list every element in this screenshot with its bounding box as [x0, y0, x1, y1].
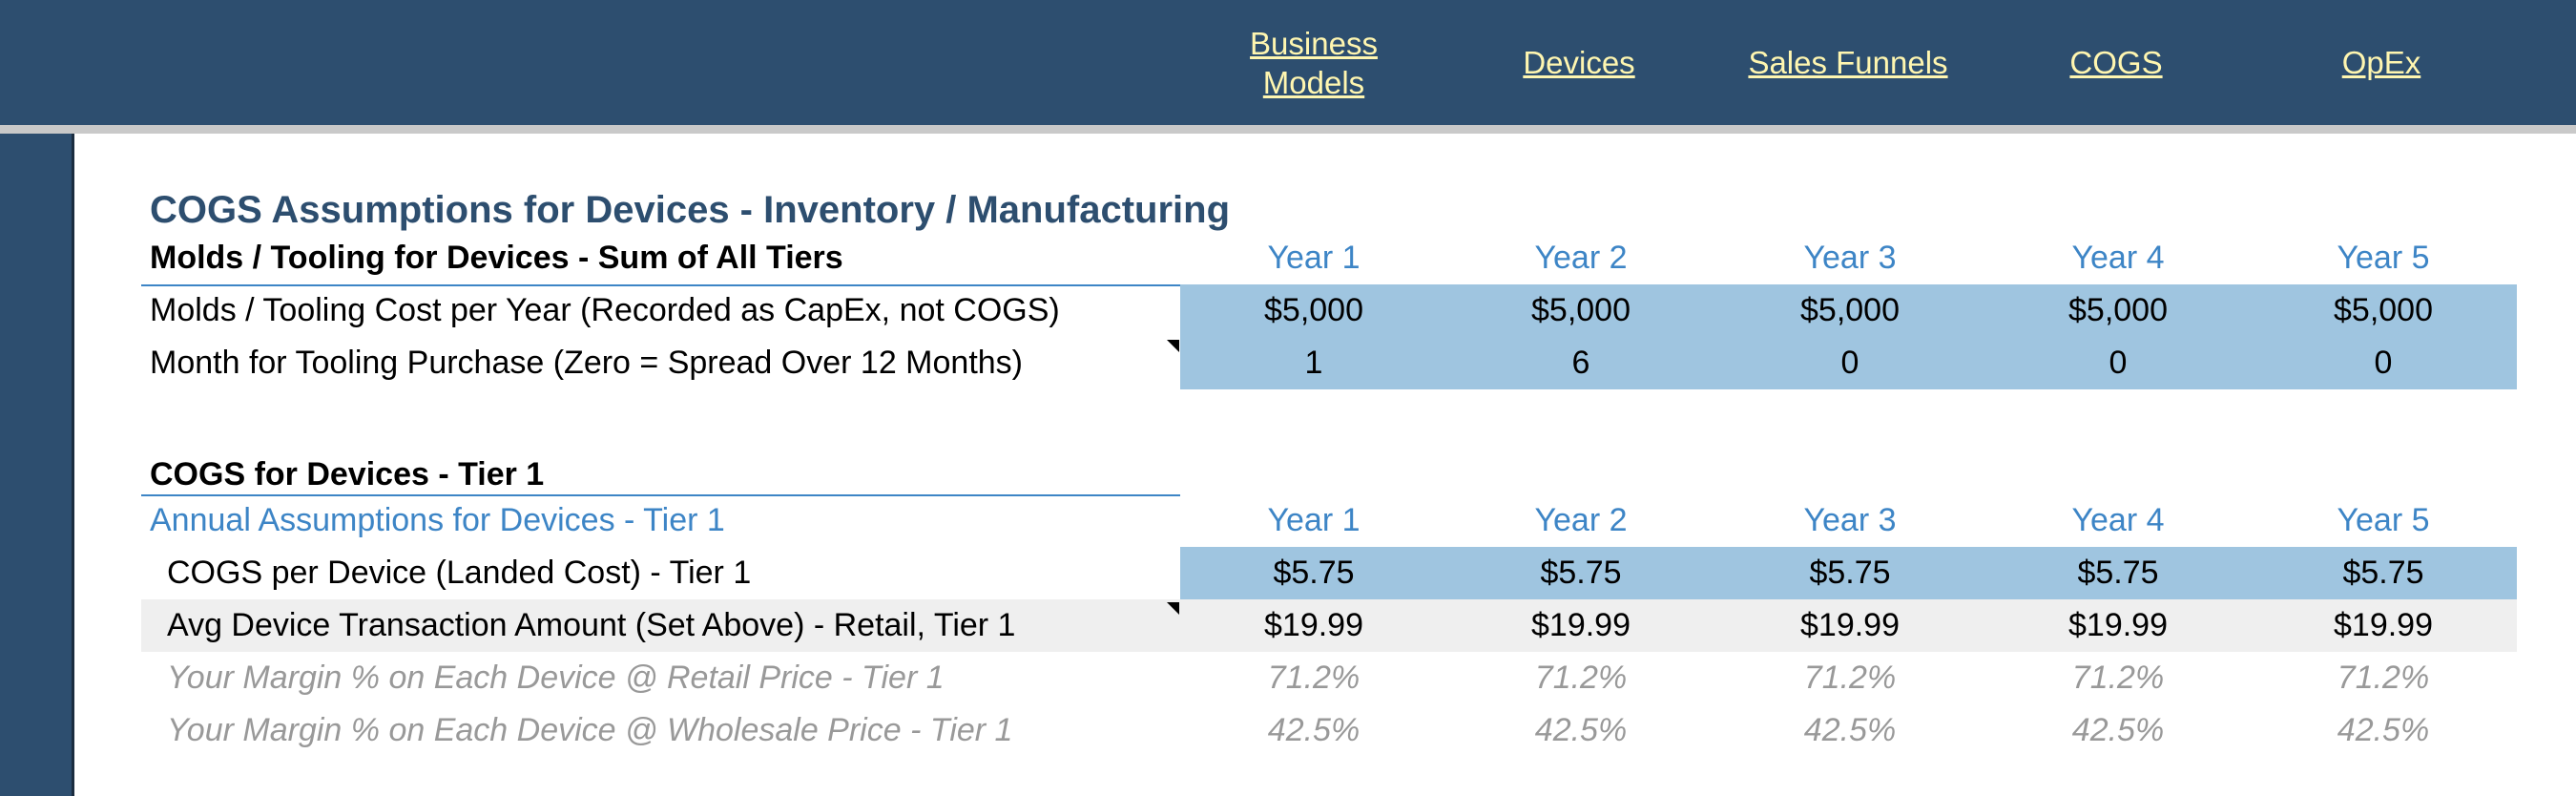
molds-heading-rule	[141, 284, 1180, 286]
tier1-year-1-header: Year 1	[1267, 502, 1361, 538]
nav-link-sales-funnels[interactable]: Sales Funnels	[1748, 45, 1948, 80]
input-cell[interactable]: 0	[2374, 345, 2393, 381]
row-label-avg-transaction: Avg Device Transaction Amount (Set Above…	[167, 607, 1016, 643]
nav-link-cogs[interactable]: COGS	[2069, 45, 2163, 80]
tier1-heading-rule	[141, 494, 1180, 496]
molds-year-1-header: Year 1	[1267, 240, 1361, 276]
molds-year-2-header: Year 2	[1534, 240, 1628, 276]
tier1-year-5-header: Year 5	[2337, 502, 2430, 538]
input-cell[interactable]: $5.75	[1540, 555, 1622, 591]
sidebar-strip	[0, 134, 72, 796]
input-cell[interactable]: 0	[1840, 345, 1859, 381]
input-cell[interactable]: $5,000	[1531, 292, 1631, 328]
header-divider	[0, 125, 2576, 134]
calc-cell[interactable]: 71.2%	[1803, 660, 1897, 696]
calc-cell[interactable]: 71.2%	[2071, 660, 2165, 696]
calc-cell[interactable]: 71.2%	[2337, 660, 2430, 696]
calc-cell[interactable]: 42.5%	[2071, 712, 2165, 748]
tier1-subheading-row: Annual Assumptions for Devices - Tier 1 …	[141, 494, 2517, 547]
calc-cell[interactable]: $19.99	[2068, 607, 2168, 643]
calc-cell[interactable]: $19.99	[1800, 607, 1900, 643]
molds-year-4-header: Year 4	[2071, 240, 2165, 276]
tier1-heading: COGS for Devices - Tier 1	[150, 456, 545, 492]
nav-link-devices[interactable]: Devices	[1523, 45, 1635, 80]
molds-heading: Molds / Tooling for Devices - Sum of All…	[150, 240, 843, 276]
cell-note-marker[interactable]	[1167, 340, 1179, 352]
cell-note-marker[interactable]	[1167, 602, 1179, 615]
table-row: Your Margin % on Each Device @ Retail Pr…	[141, 652, 2517, 704]
table-row: COGS per Device (Landed Cost) - Tier 1 $…	[141, 547, 2517, 599]
row-label-tooling-cost: Molds / Tooling Cost per Year (Recorded …	[150, 292, 1060, 328]
table-row: Your Margin % on Each Device @ Wholesale…	[141, 704, 2517, 757]
nav-link-opex[interactable]: OpEx	[2341, 45, 2421, 80]
input-cell[interactable]: $5.75	[1809, 555, 1891, 591]
tier1-year-2-header: Year 2	[1534, 502, 1628, 538]
tier1-year-3-header: Year 3	[1803, 502, 1897, 538]
section-title: COGS Assumptions for Devices - Inventory…	[150, 189, 1231, 231]
calc-cell[interactable]: 42.5%	[2337, 712, 2430, 748]
molds-year-3-header: Year 3	[1803, 240, 1897, 276]
input-cell[interactable]: 1	[1304, 345, 1323, 381]
nav-link-business-models[interactable]: Business Models	[1250, 25, 1378, 100]
tier1-heading-row: COGS for Devices - Tier 1	[141, 449, 2517, 501]
tier1-subheading: Annual Assumptions for Devices - Tier 1	[150, 502, 725, 538]
input-cell[interactable]: $5.75	[2342, 555, 2424, 591]
input-cell[interactable]: $5.75	[2077, 555, 2159, 591]
table-row: Molds / Tooling Cost per Year (Recorded …	[141, 284, 2517, 337]
row-label-tooling-month: Month for Tooling Purchase (Zero = Sprea…	[150, 345, 1023, 381]
input-cell[interactable]: $5,000	[2068, 292, 2168, 328]
calc-cell[interactable]: 42.5%	[1267, 712, 1361, 748]
input-cell[interactable]: $5,000	[1264, 292, 1363, 328]
calc-cell[interactable]: 71.2%	[1267, 660, 1361, 696]
calc-cell[interactable]: $19.99	[1531, 607, 1631, 643]
input-cell[interactable]: $5.75	[1273, 555, 1355, 591]
calc-cell[interactable]: $19.99	[1264, 607, 1363, 643]
molds-heading-row: Molds / Tooling for Devices - Sum of All…	[141, 232, 2517, 284]
tier1-year-4-header: Year 4	[2071, 502, 2165, 538]
row-label-margin-retail: Your Margin % on Each Device @ Retail Pr…	[167, 660, 945, 696]
top-nav-bar: Business Models Devices Sales Funnels CO…	[0, 0, 2576, 125]
row-label-margin-wholesale: Your Margin % on Each Device @ Wholesale…	[167, 712, 1013, 748]
input-cell[interactable]: 6	[1571, 345, 1590, 381]
table-row: Month for Tooling Purchase (Zero = Sprea…	[141, 337, 2517, 389]
calc-cell[interactable]: $19.99	[2334, 607, 2433, 643]
input-cell[interactable]: 0	[2109, 345, 2128, 381]
input-cell[interactable]: $5,000	[1800, 292, 1900, 328]
row-label-cogs-per-device: COGS per Device (Landed Cost) - Tier 1	[167, 555, 752, 591]
sidebar-edge	[72, 134, 74, 796]
table-row: Avg Device Transaction Amount (Set Above…	[141, 599, 2517, 652]
input-cell[interactable]: $5,000	[2334, 292, 2433, 328]
molds-year-5-header: Year 5	[2337, 240, 2430, 276]
calc-cell[interactable]: 42.5%	[1534, 712, 1628, 748]
calc-cell[interactable]: 71.2%	[1534, 660, 1628, 696]
calc-cell[interactable]: 42.5%	[1803, 712, 1897, 748]
